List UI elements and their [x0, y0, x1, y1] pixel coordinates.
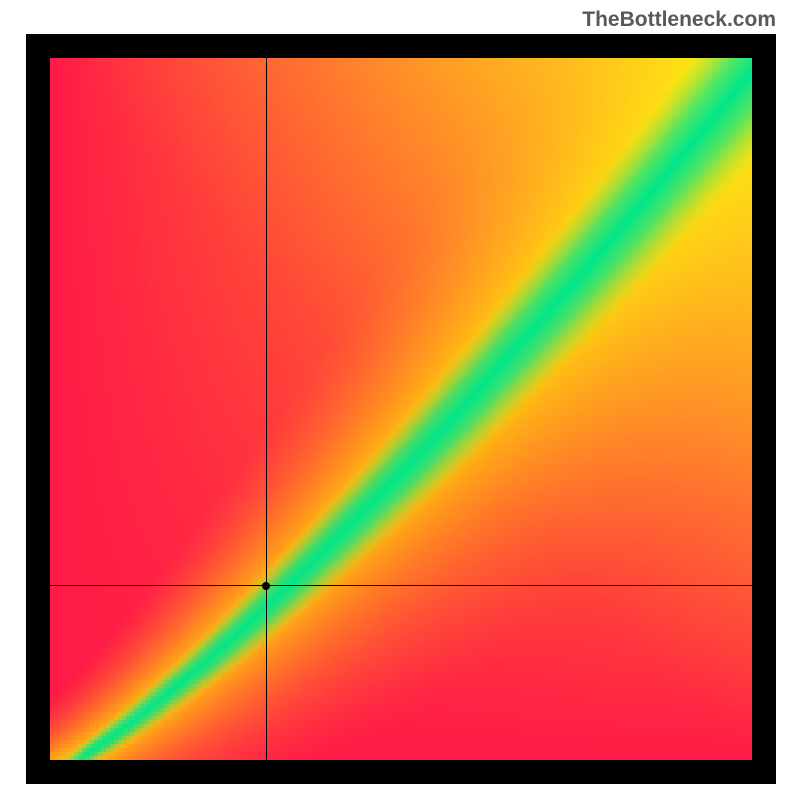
chart-container: { "watermark": { "text": "TheBottleneck.… [0, 0, 800, 800]
heatmap-canvas [50, 58, 752, 760]
crosshair-vertical [266, 58, 267, 760]
watermark-text: TheBottleneck.com [582, 8, 776, 32]
crosshair-horizontal [50, 585, 752, 586]
plot-area [50, 58, 752, 760]
